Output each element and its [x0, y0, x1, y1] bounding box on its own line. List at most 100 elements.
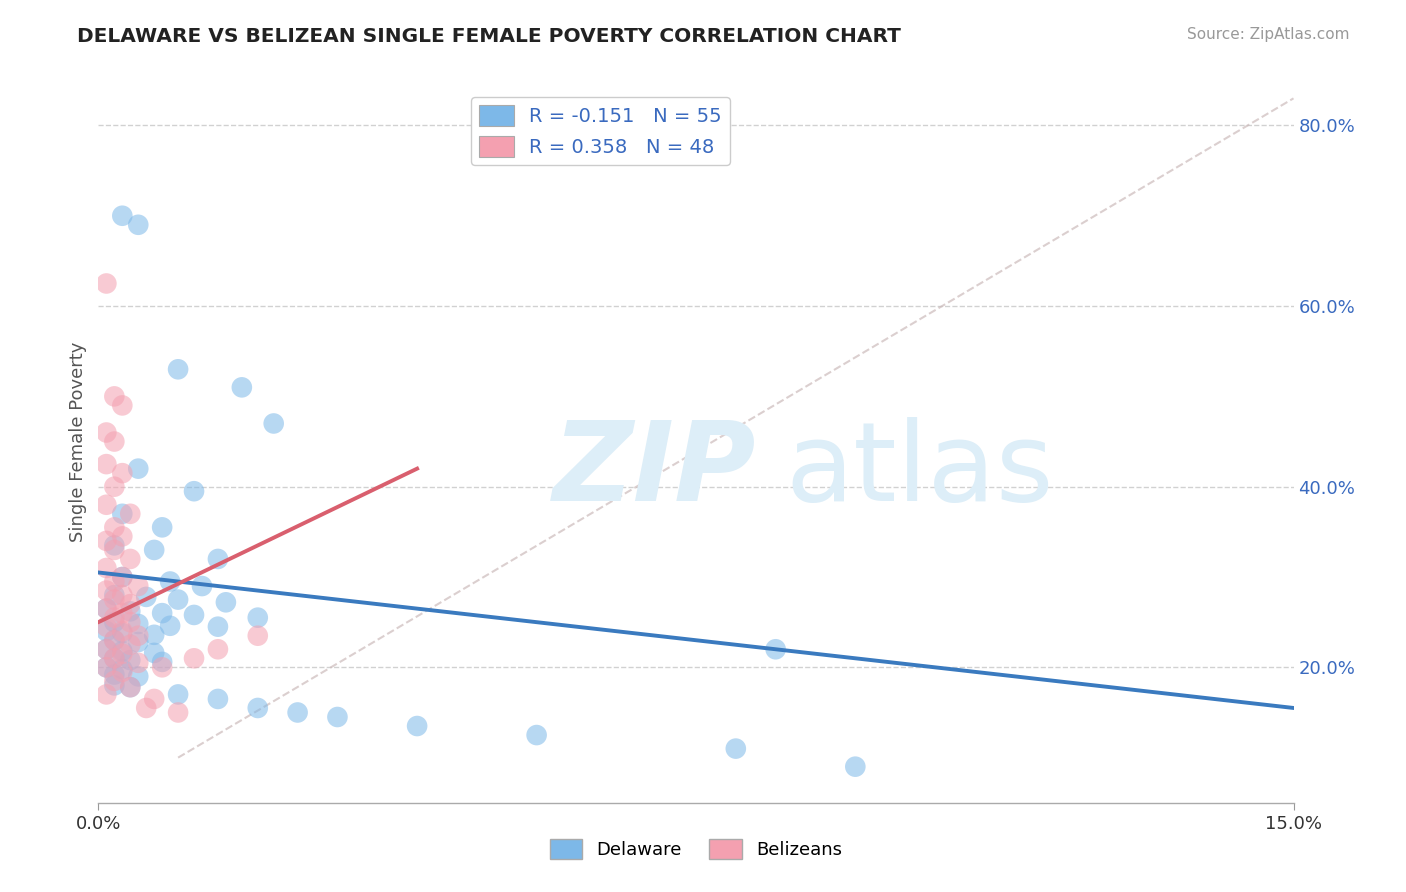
Point [96, 642, 118, 657]
Point [263, 417, 285, 431]
Point [96, 583, 118, 598]
Point [120, 597, 142, 611]
Point [103, 542, 125, 557]
Point [765, 642, 787, 657]
Point [135, 701, 157, 715]
Point [150, 606, 173, 620]
Point [96, 660, 118, 674]
Point [111, 588, 134, 602]
Point [103, 633, 125, 648]
Point [96, 624, 118, 639]
Text: atlas: atlas [786, 417, 1054, 524]
Point [96, 620, 118, 634]
Point [150, 660, 173, 674]
Point [103, 633, 125, 648]
Point [103, 389, 125, 403]
Point [111, 466, 134, 480]
Point [159, 574, 181, 589]
Point [207, 642, 229, 657]
Point [103, 673, 125, 688]
Point [103, 651, 125, 665]
Point [96, 425, 118, 440]
Point [111, 570, 134, 584]
Point [111, 507, 134, 521]
Point [167, 706, 190, 720]
Point [127, 579, 149, 593]
Text: ZIP: ZIP [553, 417, 756, 524]
Point [207, 620, 229, 634]
Point [135, 590, 157, 604]
Point [111, 606, 134, 620]
Point [207, 692, 229, 706]
Point [103, 480, 125, 494]
Point [96, 533, 118, 548]
Point [111, 644, 134, 658]
Point [150, 655, 173, 669]
Point [111, 647, 134, 661]
Point [103, 434, 125, 449]
Point [96, 687, 118, 701]
Point [103, 520, 125, 534]
Point [207, 552, 229, 566]
Point [167, 687, 190, 701]
Point [120, 653, 142, 667]
Point [120, 638, 142, 652]
Point [103, 538, 125, 552]
Point [96, 601, 118, 615]
Point [159, 619, 181, 633]
Point [111, 570, 134, 584]
Point [127, 218, 149, 232]
Legend: Delaware, Belizeans: Delaware, Belizeans [543, 831, 849, 866]
Point [111, 209, 134, 223]
Text: Source: ZipAtlas.com: Source: ZipAtlas.com [1187, 27, 1350, 42]
Point [246, 610, 269, 624]
Point [103, 615, 125, 630]
Point [111, 665, 134, 679]
Point [191, 579, 214, 593]
Y-axis label: Single Female Poverty: Single Female Poverty [69, 342, 87, 541]
Point [215, 595, 238, 609]
Point [120, 680, 142, 694]
Point [127, 617, 149, 632]
Point [167, 592, 190, 607]
Point [120, 680, 142, 694]
Point [326, 710, 349, 724]
Point [96, 642, 118, 657]
Point [103, 678, 125, 692]
Point [120, 604, 142, 618]
Point [406, 719, 429, 733]
Point [246, 701, 269, 715]
Point [96, 660, 118, 674]
Point [103, 592, 125, 607]
Point [127, 635, 149, 649]
Text: DELAWARE VS BELIZEAN SINGLE FEMALE POVERTY CORRELATION CHART: DELAWARE VS BELIZEAN SINGLE FEMALE POVER… [77, 27, 901, 45]
Point [111, 662, 134, 676]
Point [183, 484, 205, 499]
Point [231, 380, 253, 394]
Point [287, 706, 309, 720]
Point [143, 646, 166, 660]
Point [96, 601, 118, 615]
Point [103, 651, 125, 665]
Point [103, 610, 125, 624]
Point [120, 507, 142, 521]
Point [183, 651, 205, 665]
Point [96, 277, 118, 291]
Point [526, 728, 548, 742]
Point [111, 529, 134, 543]
Point [167, 362, 190, 376]
Point [96, 457, 118, 471]
Point [143, 542, 166, 557]
Point [127, 629, 149, 643]
Point [111, 626, 134, 640]
Point [96, 561, 118, 575]
Point [127, 656, 149, 670]
Point [111, 398, 134, 412]
Point [246, 629, 269, 643]
Point [103, 588, 125, 602]
Point [724, 741, 747, 756]
Point [143, 692, 166, 706]
Point [111, 624, 134, 639]
Point [127, 669, 149, 683]
Point [120, 615, 142, 630]
